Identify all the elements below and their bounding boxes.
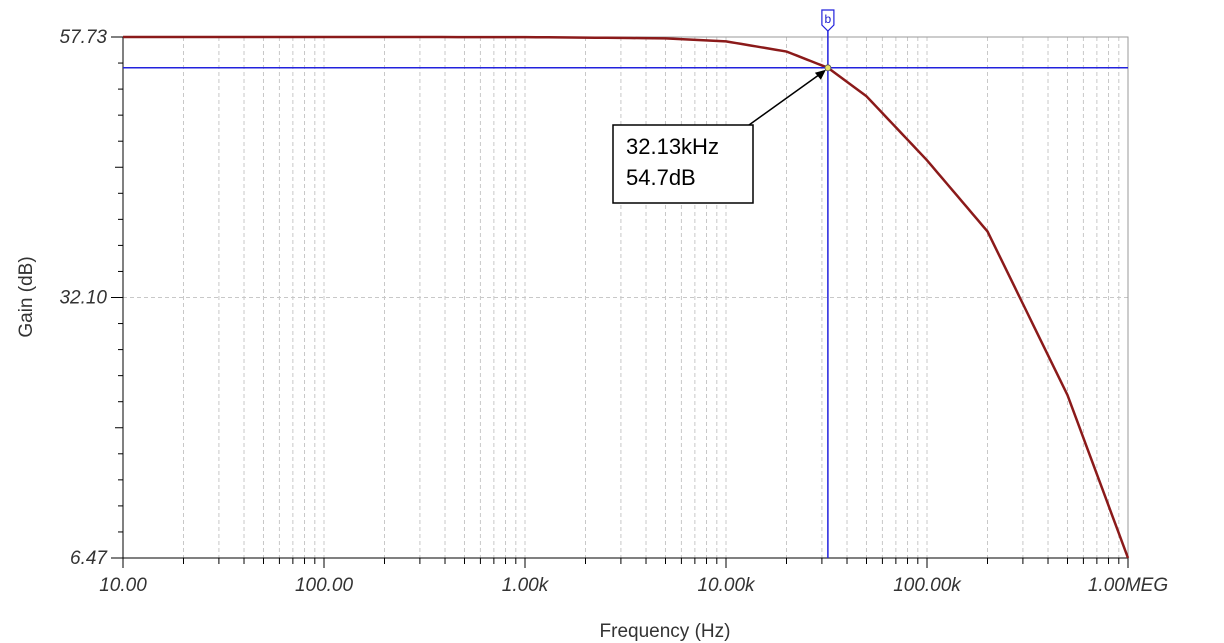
x-tick-label: 1.00MEG bbox=[1088, 575, 1168, 596]
x-tick-label: 100.00 bbox=[295, 575, 354, 596]
y-tick-label: 6.47 bbox=[70, 548, 108, 569]
x-tick-label: 1.00k bbox=[502, 575, 550, 596]
annotation-text: 32.13kHz bbox=[626, 134, 719, 159]
y-tick-label: 32.10 bbox=[59, 288, 107, 309]
x-tick-label: 10.00 bbox=[99, 575, 147, 596]
cursor-marker bbox=[824, 64, 832, 72]
gain-curve bbox=[123, 35, 1130, 559]
x-axis-title: Frequency (Hz) bbox=[600, 621, 731, 642]
axis-layer bbox=[111, 36, 1129, 568]
annotation-layer: 32.13kHz 54.7dB bbox=[612, 69, 826, 204]
annotation-arrow-line bbox=[748, 72, 823, 126]
annotation-arrowhead-icon bbox=[814, 69, 826, 80]
x-tick-label: 100.00k bbox=[893, 575, 962, 596]
x-tick-label: 10.00k bbox=[697, 575, 756, 596]
y-axis-title: Gain (dB) bbox=[16, 256, 37, 337]
cursor-handle-icon[interactable] bbox=[821, 9, 835, 32]
y-tick-label: 57.73 bbox=[59, 27, 107, 48]
grid-layer bbox=[123, 37, 1128, 558]
series-layer bbox=[123, 35, 1130, 559]
annotation-box bbox=[612, 124, 754, 204]
tick-label-layer: 10.00 100.00 1.00k 10.00k 100.00k 1.00MEG 57.7… bbox=[59, 27, 1168, 596]
cursor-label: b bbox=[825, 12, 832, 26]
cursor-layer[interactable]: b bbox=[123, 9, 1128, 558]
annotation-text: 54.7dB bbox=[626, 165, 696, 190]
